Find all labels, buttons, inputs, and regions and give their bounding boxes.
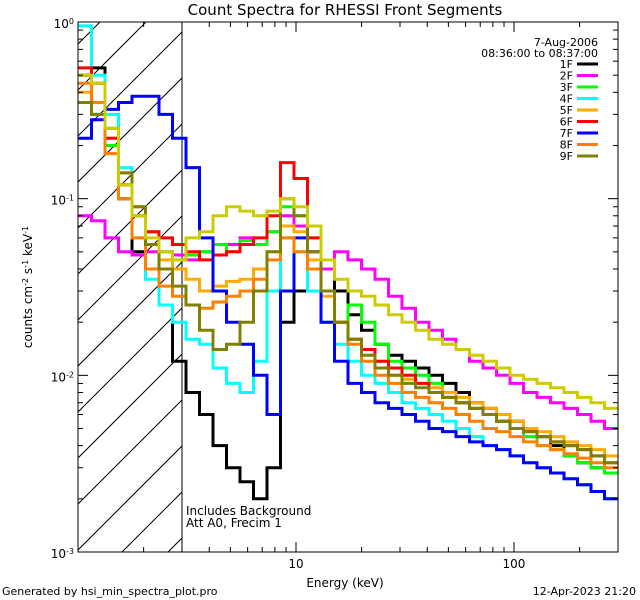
time-range-label: 08:36:00 to 08:37:00 bbox=[481, 47, 598, 60]
series-line-8f bbox=[78, 81, 618, 470]
hatch-line bbox=[78, 22, 147, 91]
legend-label: 3F bbox=[560, 81, 573, 94]
footer-generated-by: Generated by hsi_min_spectra_plot.pro bbox=[2, 585, 218, 598]
hatch-line bbox=[78, 353, 183, 459]
legend-label: 9F bbox=[560, 150, 573, 163]
legend-label: 6F bbox=[560, 116, 573, 129]
axes: 10 100 100 10-1 10-2 10-3 bbox=[51, 17, 619, 571]
footer-timestamp: 12-Apr-2023 21:20 bbox=[533, 585, 636, 598]
note-background: Includes Background bbox=[186, 504, 311, 518]
legend-label: 7F bbox=[560, 127, 573, 140]
legend-label: 5F bbox=[560, 104, 573, 117]
x-tick-label: 100 bbox=[503, 557, 526, 571]
legend-label: 4F bbox=[560, 93, 573, 106]
y-tick-label: 10-2 bbox=[51, 370, 74, 385]
plot-frame bbox=[77, 21, 619, 553]
y-tick-label: 10-1 bbox=[51, 193, 74, 208]
hatched-region bbox=[78, 22, 183, 552]
hatch-line bbox=[78, 22, 101, 45]
series-line-extra bbox=[78, 73, 618, 410]
hatch-line bbox=[78, 169, 183, 275]
y-label-mid: s bbox=[21, 268, 35, 278]
y-tick-label: 100 bbox=[54, 17, 74, 32]
series-lines bbox=[78, 24, 618, 501]
x-axis-label: Energy (keV) bbox=[306, 576, 383, 590]
hatch-line bbox=[78, 445, 183, 551]
y-axis-label: counts cm-2 s-1 keV-1 bbox=[21, 226, 36, 348]
series-line-9f bbox=[78, 101, 618, 465]
x-tick-label: 10 bbox=[288, 557, 303, 571]
date-label: 7-Aug-2006 bbox=[534, 36, 598, 49]
legend-label: 8F bbox=[560, 139, 573, 152]
y-label-exp2: -1 bbox=[21, 260, 30, 268]
legend-label: 2F bbox=[560, 70, 573, 83]
y-label-unit: keV bbox=[21, 233, 35, 260]
hatch-line bbox=[78, 215, 183, 321]
hatch-line bbox=[78, 31, 183, 137]
hatch-line bbox=[78, 261, 183, 367]
series-line-7f bbox=[78, 94, 618, 501]
y-label-exp3: -1 bbox=[21, 226, 30, 234]
y-label-base: counts cm bbox=[21, 286, 35, 348]
y-label-exp1: -2 bbox=[21, 278, 30, 286]
legend-label: 1F bbox=[560, 58, 573, 71]
chart-title: Count Spectra for RHESSI Front Segments bbox=[188, 1, 503, 19]
hatch-line bbox=[78, 399, 183, 505]
note-attenuator: Att A0, Frecim 1 bbox=[186, 516, 282, 530]
y-tick-label: 10-3 bbox=[51, 547, 74, 562]
